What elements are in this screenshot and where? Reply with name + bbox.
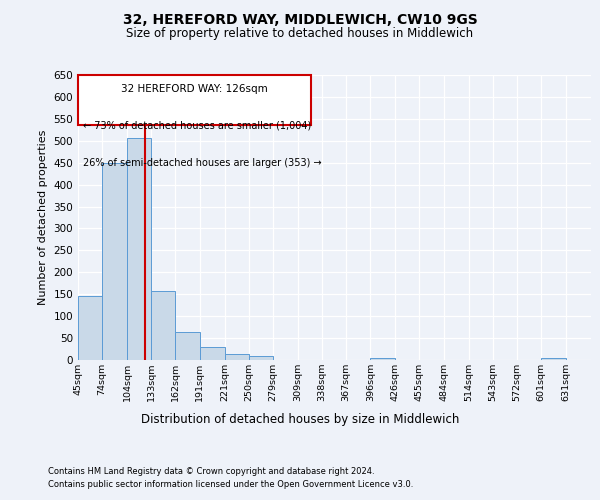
Bar	[102, 162, 127, 360]
Bar	[200, 347, 224, 360]
Bar	[175, 332, 200, 360]
Y-axis label: Number of detached properties: Number of detached properties	[38, 130, 48, 305]
Bar	[224, 354, 249, 360]
Bar	[151, 290, 175, 360]
Text: ← 73% of detached houses are smaller (1,004): ← 73% of detached houses are smaller (1,…	[83, 120, 311, 130]
Bar	[249, 356, 273, 360]
Text: Contains HM Land Registry data © Crown copyright and database right 2024.: Contains HM Land Registry data © Crown c…	[48, 468, 374, 476]
Text: 26% of semi-detached houses are larger (353) →: 26% of semi-detached houses are larger (…	[83, 158, 322, 168]
Text: Contains public sector information licensed under the Open Government Licence v3: Contains public sector information licen…	[48, 480, 413, 489]
FancyBboxPatch shape	[78, 75, 311, 126]
Bar	[541, 358, 566, 360]
Text: Distribution of detached houses by size in Middlewich: Distribution of detached houses by size …	[141, 412, 459, 426]
Text: 32 HEREFORD WAY: 126sqm: 32 HEREFORD WAY: 126sqm	[121, 84, 268, 94]
Text: 32, HEREFORD WAY, MIDDLEWICH, CW10 9GS: 32, HEREFORD WAY, MIDDLEWICH, CW10 9GS	[122, 12, 478, 26]
Bar	[127, 138, 151, 360]
Text: Size of property relative to detached houses in Middlewich: Size of property relative to detached ho…	[127, 26, 473, 40]
Bar	[78, 296, 102, 360]
Bar	[370, 358, 395, 360]
